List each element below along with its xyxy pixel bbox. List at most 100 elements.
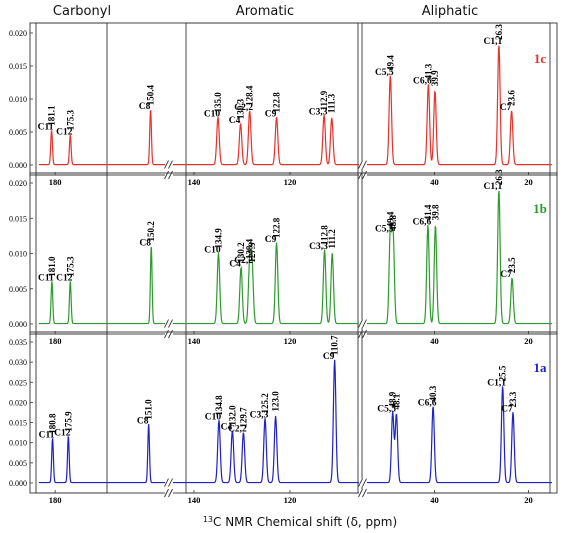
peak-carbon-label: C7 xyxy=(500,103,512,113)
peak-shift-label: 150.4 xyxy=(146,84,156,105)
peak-carbon-label: C7 xyxy=(500,270,512,280)
y-tick-label: 0.005 xyxy=(9,285,27,294)
peak-shift-label: 127.9 xyxy=(247,242,257,263)
peak-1c-8: 111.3 xyxy=(327,93,337,113)
peak-1a-5: 129.7C2,2 xyxy=(228,407,248,435)
region-title-aliphatic: Aliphatic xyxy=(422,4,478,19)
axis-break-gap xyxy=(359,160,367,169)
y-tick-label: 0.010 xyxy=(9,439,27,448)
peak-carbon-label: C1,1 xyxy=(484,37,503,47)
peak-shift-label: 41.4 xyxy=(423,204,433,220)
y-tick-label: 0.020 xyxy=(9,29,27,38)
axis-break-gap xyxy=(359,171,367,179)
axis-break-mark xyxy=(168,329,173,339)
peak-shift-label: 181.1 xyxy=(47,105,57,126)
region-box xyxy=(361,22,551,176)
peak-shift-label: 48.8 xyxy=(388,215,398,231)
peak-carbon-label: C8 xyxy=(137,417,149,427)
peak-shift-label: 130.2 xyxy=(236,242,246,263)
x-tick-label: 20 xyxy=(524,336,533,346)
peak-shift-label: 128.4 xyxy=(245,85,255,106)
peak-1a-11: 40.3C6,6 xyxy=(418,385,438,408)
peak-1b-2: 150.2C8 xyxy=(139,221,156,249)
panel-frame xyxy=(29,22,558,176)
peak-shift-label: 48.9 xyxy=(388,391,398,407)
x-tick-label: 40 xyxy=(430,177,439,187)
panel-1b: 0.000 0.005 0.010 0.015 0.020 180 140 120 40 20 18… xyxy=(9,169,558,346)
peak-shift-label: 112.8 xyxy=(320,225,330,245)
peak-shift-label: 112.9 xyxy=(319,90,329,110)
peak-shift-label: 134.8 xyxy=(214,395,224,416)
peak-shift-label: 48.1 xyxy=(391,393,401,409)
y-tick-label: 0.000 xyxy=(9,161,27,170)
peak-1b-7: 122.8C9 xyxy=(265,217,282,245)
y-tick-label: 0.020 xyxy=(9,398,27,407)
peak-carbon-label: C11 xyxy=(38,123,54,133)
peak-shift-label: 40.3 xyxy=(428,385,438,401)
peak-carbon-label: C3,3 xyxy=(250,411,269,421)
peak-shift-label: 175.3 xyxy=(65,256,75,277)
region-title-aromatic: Aromatic xyxy=(236,4,294,19)
peak-shift-label: 25.5 xyxy=(498,365,508,381)
axis-break-mark xyxy=(358,170,363,180)
peak-1a-2: 151.0C8 xyxy=(137,399,154,427)
region-box xyxy=(361,172,551,335)
peak-carbon-label: C4 xyxy=(221,423,233,433)
spectrum-line-1a xyxy=(39,359,552,484)
compound-label-1c: 1c xyxy=(534,51,547,66)
peak-1b-11: 48.8 xyxy=(388,215,398,231)
peak-shift-label: 150.2 xyxy=(146,221,156,242)
peak-1a-13: 23.3C7 xyxy=(501,391,518,414)
y-tick-label: 0.015 xyxy=(9,214,27,223)
peak-carbon-label: C6,6 xyxy=(413,76,432,86)
peak-shift-label: 49.4 xyxy=(385,55,395,71)
axis-break-mark xyxy=(168,488,173,498)
x-tick-label: 140 xyxy=(188,495,201,505)
y-tick-label: 0.000 xyxy=(9,479,27,488)
peak-carbon-label: C3,3 xyxy=(309,242,328,252)
peak-1a-6: 125.2C3,3 xyxy=(250,393,270,421)
peak-carbon-label: C6,6 xyxy=(413,217,432,227)
y-tick-label: 0.035 xyxy=(9,338,27,347)
peak-shift-label: 130.3 xyxy=(236,98,246,119)
peak-1b-6: 127.9 xyxy=(247,242,257,263)
peak-carbon-label: C1,1 xyxy=(487,378,506,388)
peak-carbon-label: C5,5 xyxy=(375,68,394,78)
axis-break-gap xyxy=(359,478,367,487)
peak-1b-5: 128.4C2,2 xyxy=(234,238,254,266)
peak-shift-label: 41.3 xyxy=(423,63,433,79)
peak-1b-9: 111.2 xyxy=(327,229,337,249)
axis-break-mark xyxy=(358,488,363,498)
peak-shift-label: 49.4 xyxy=(385,211,395,227)
peak-1b-10: 49.4C5,5 xyxy=(375,211,395,234)
peak-1a-4: 132.0C4 xyxy=(221,405,238,433)
peak-shift-label: 125.2 xyxy=(260,393,270,414)
axis-break-gap xyxy=(165,489,173,497)
peak-carbon-label: C6,6 xyxy=(418,398,437,408)
peak-1c-13: 23.6C7 xyxy=(500,90,517,113)
peak-carbon-label: C2,2 xyxy=(228,425,247,435)
axis-break-mark xyxy=(358,319,363,328)
peak-carbon-label: C9 xyxy=(265,235,277,245)
peak-1c-4: 130.3C4 xyxy=(229,98,246,126)
peak-shift-label: 23.5 xyxy=(507,257,517,273)
y-tick-label: 0.005 xyxy=(9,459,27,468)
panel-frame xyxy=(29,172,558,335)
x-tick-label: 180 xyxy=(49,177,62,187)
axis-break-gap xyxy=(359,330,367,338)
peak-carbon-label: C8 xyxy=(139,102,151,112)
peak-1c-5: 128.4C2,2 xyxy=(234,85,254,113)
y-tick-label: 0.005 xyxy=(9,128,27,137)
x-tick-label: 120 xyxy=(284,495,297,505)
peak-1c-12: 26.3C1,1 xyxy=(484,24,504,47)
peak-1c-6: 122.8C9 xyxy=(265,92,282,120)
x-axis-label-main: C NMR Chemical shift (δ, ppm) xyxy=(213,515,397,529)
peak-shift-label: 39.8 xyxy=(430,204,440,220)
peak-shift-label: 111.3 xyxy=(327,93,337,113)
axis-break-gap xyxy=(165,478,173,487)
peak-1c-11: 39.9 xyxy=(430,70,440,86)
